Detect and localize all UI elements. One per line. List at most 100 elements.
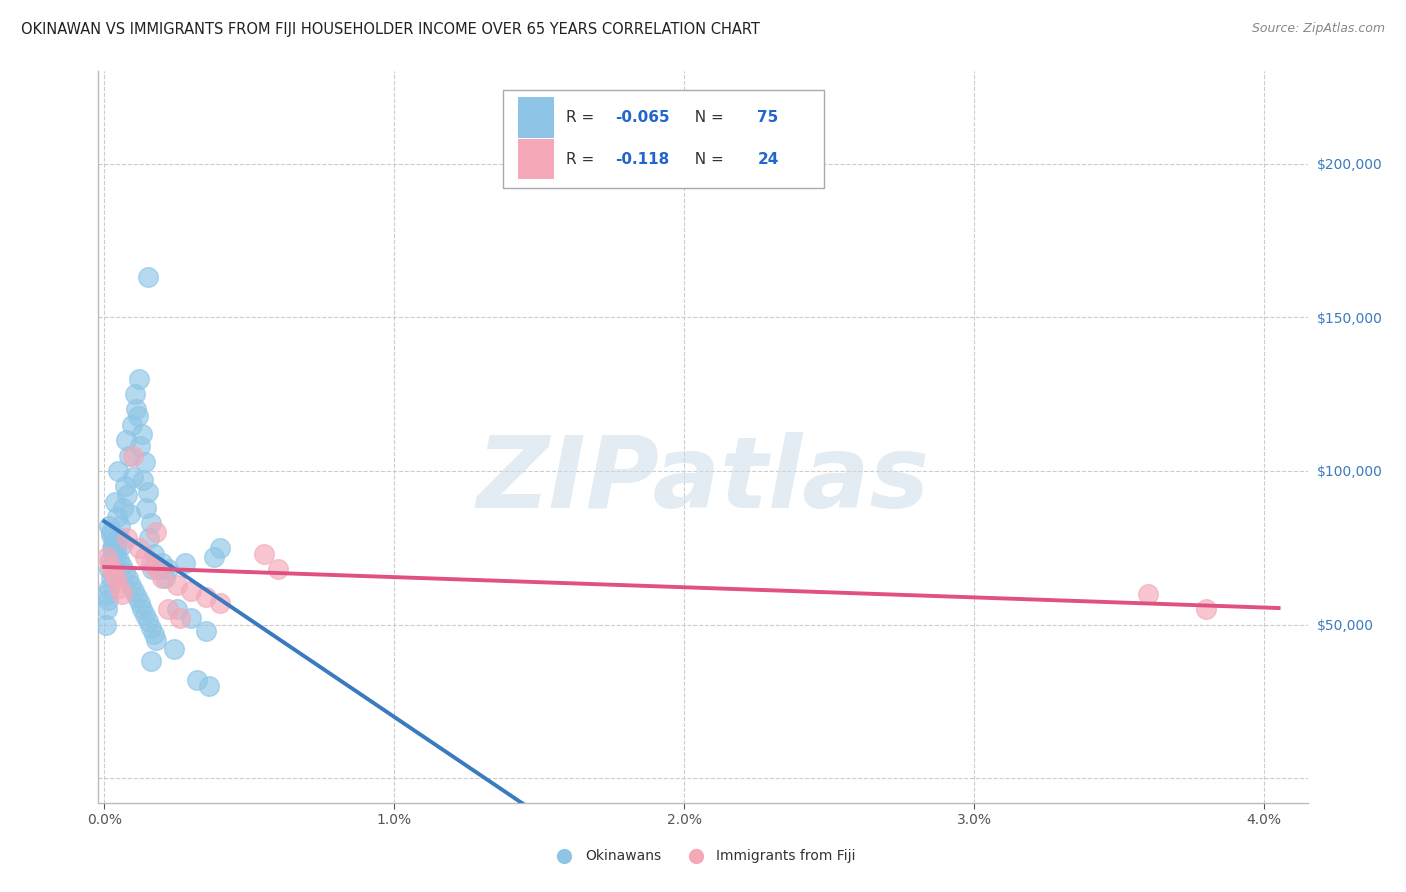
- Point: [148, 562, 170, 576]
- Point: [108, 519, 131, 533]
- Point: [101, 541, 124, 555]
- Point: [135, 500, 157, 515]
- Point: [117, 571, 139, 585]
- Point: [121, 417, 143, 432]
- Point: [105, 543, 128, 558]
- Text: -0.065: -0.065: [614, 110, 669, 125]
- Point: [114, 479, 136, 493]
- Point: [97, 562, 120, 576]
- Point: [174, 556, 197, 570]
- Point: [142, 547, 165, 561]
- Point: [100, 571, 122, 585]
- Point: [209, 596, 232, 610]
- Point: [145, 562, 167, 576]
- Point: [107, 464, 129, 478]
- Point: [117, 488, 139, 502]
- Point: [108, 553, 131, 567]
- Point: [101, 566, 124, 580]
- Point: [136, 615, 159, 629]
- Point: [1137, 587, 1160, 601]
- Text: OKINAWAN VS IMMIGRANTS FROM FIJI HOUSEHOLDER INCOME OVER 65 YEARS CORRELATION CH: OKINAWAN VS IMMIGRANTS FROM FIJI HOUSEHO…: [21, 22, 761, 37]
- Point: [100, 528, 122, 542]
- Text: 75: 75: [758, 110, 779, 125]
- Point: [134, 608, 156, 623]
- Point: [163, 642, 186, 657]
- Point: [166, 602, 188, 616]
- Point: [134, 455, 156, 469]
- Point: [141, 562, 163, 576]
- Point: [122, 470, 145, 484]
- Point: [94, 617, 117, 632]
- FancyBboxPatch shape: [517, 97, 554, 137]
- Point: [104, 494, 127, 508]
- Point: [131, 427, 153, 442]
- Point: [128, 596, 150, 610]
- Point: [98, 553, 121, 567]
- Point: [136, 485, 159, 500]
- Point: [104, 549, 127, 564]
- Point: [194, 590, 217, 604]
- Point: [103, 534, 125, 549]
- Point: [132, 473, 155, 487]
- Text: N =: N =: [685, 152, 728, 167]
- Point: [180, 611, 202, 625]
- Point: [134, 549, 156, 564]
- FancyBboxPatch shape: [517, 139, 554, 179]
- Point: [120, 577, 142, 591]
- Point: [117, 532, 139, 546]
- Point: [97, 519, 120, 533]
- Point: [131, 602, 153, 616]
- Point: [125, 402, 148, 417]
- Point: [129, 439, 152, 453]
- Point: [122, 583, 145, 598]
- Point: [150, 571, 173, 585]
- Point: [202, 549, 225, 564]
- Point: [124, 387, 146, 401]
- FancyBboxPatch shape: [503, 90, 824, 188]
- Point: [98, 559, 121, 574]
- Point: [114, 566, 136, 580]
- Point: [96, 549, 118, 564]
- Point: [180, 583, 202, 598]
- Point: [111, 559, 134, 574]
- Point: [197, 679, 219, 693]
- Point: [156, 562, 179, 576]
- Point: [110, 587, 132, 601]
- Point: [105, 510, 128, 524]
- Text: R =: R =: [567, 152, 605, 167]
- Point: [115, 433, 138, 447]
- Point: [100, 525, 122, 540]
- Point: [169, 611, 191, 625]
- Point: [141, 621, 163, 635]
- Point: [120, 507, 142, 521]
- Point: [186, 673, 208, 687]
- Point: [107, 532, 129, 546]
- Point: [112, 500, 135, 515]
- Point: [194, 624, 217, 638]
- Point: [145, 632, 167, 647]
- Point: [110, 538, 132, 552]
- Point: [138, 532, 160, 546]
- Point: [145, 525, 167, 540]
- Point: [150, 556, 173, 570]
- Point: [153, 571, 176, 585]
- Point: [98, 581, 121, 595]
- Point: [209, 541, 232, 555]
- Point: [253, 547, 276, 561]
- Text: N =: N =: [685, 110, 728, 125]
- Point: [143, 627, 166, 641]
- Point: [96, 587, 118, 601]
- Point: [101, 547, 124, 561]
- Text: R =: R =: [567, 110, 599, 125]
- Legend: Okinawans, Immigrants from Fiji: Okinawans, Immigrants from Fiji: [544, 844, 862, 869]
- Point: [104, 571, 127, 585]
- Point: [103, 559, 125, 574]
- Point: [107, 581, 129, 595]
- Point: [125, 590, 148, 604]
- Point: [166, 577, 188, 591]
- Point: [122, 449, 145, 463]
- Text: ZIPatlas: ZIPatlas: [477, 433, 929, 530]
- Point: [139, 655, 162, 669]
- Point: [103, 538, 125, 552]
- Point: [127, 409, 149, 423]
